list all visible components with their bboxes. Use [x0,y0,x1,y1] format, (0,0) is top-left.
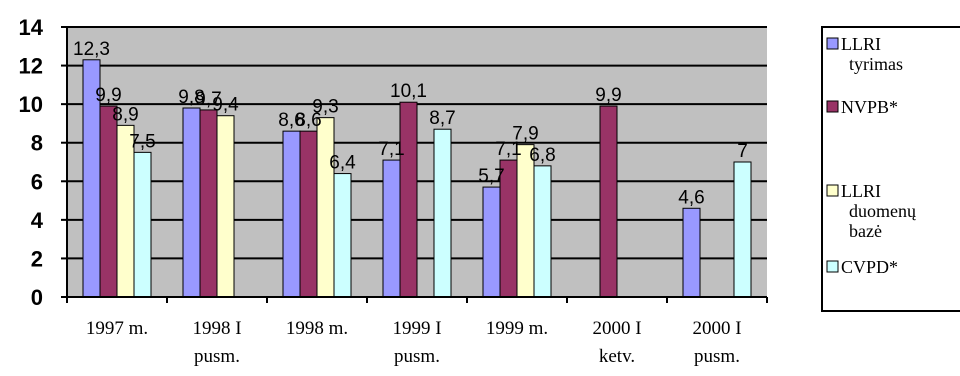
x-tick-label: 2000 I [592,318,641,339]
bar [482,186,501,298]
y-tick-label: 8 [31,131,43,156]
legend-label: duomenų [849,201,917,221]
bar [99,105,118,298]
bar [382,159,401,298]
y-tick-label: 12 [19,54,43,79]
legend-swatch [826,260,839,273]
data-label: 8,6 [295,110,321,131]
x-tick-label: pusm. [194,346,240,367]
data-label: 7,1 [495,139,521,160]
data-label: 4,6 [678,187,704,208]
data-label: 8,9 [112,104,138,125]
x-tick-label: pusm. [694,346,740,367]
data-label: 7 [737,141,748,162]
data-label: 6,4 [329,153,356,174]
data-label: 7,9 [512,124,538,145]
data-label: 9,8 [178,87,204,108]
x-tick-label: 1998 I [192,318,241,339]
x-tick-label: ketv. [599,346,635,367]
legend-label: tyrimas [849,54,903,74]
data-label: 5,7 [478,166,504,187]
data-labels: 12,39,88,67,15,74,69,9 9,78,610,17,19,98,… [73,39,748,209]
bar [433,128,452,298]
legend-box [821,26,960,312]
bar [682,207,701,298]
data-label: 9,9 [595,85,621,106]
y-tick-label: 10 [19,92,43,117]
x-tick-label: 2000 I [692,318,741,339]
legend-label: LLRI [841,181,881,201]
bar [733,161,752,298]
data-label: 10,1 [390,81,427,102]
legend-swatch [826,184,839,197]
data-label: 6,8 [529,145,555,166]
x-tick-labels: 1997 m. 1998 I pusm. 1998 m. 1999 I pusm. 1999… [86,318,742,367]
bar [399,101,418,298]
legend-swatch [826,37,839,50]
data-label: 12,3 [73,39,110,60]
x-tick-label: 1997 m. [86,318,148,339]
x-tick-label: 1998 m. [286,318,348,339]
data-label: 7,1 [378,139,404,160]
bar [533,165,552,298]
bar [599,105,618,298]
legend-label: LLRI [841,34,881,54]
x-tick-label: 1999 I [392,318,441,339]
x-tick-label: pusm. [394,346,440,367]
legend-label: bazė [849,221,882,241]
x-tick-label: 1999 m. [486,318,548,339]
legend-label: NVPB* [841,97,898,117]
data-label: 9,7 [195,89,221,110]
data-label: 8,6 [278,110,304,131]
data-label: 7,5 [129,131,155,152]
data-label: 9,9 [95,85,121,106]
data-label: 8,7 [429,108,455,129]
y-tick-labels: 0 2 4 6 8 10 12 14 [19,15,44,310]
y-tick-label: 14 [19,15,44,40]
bar [199,109,218,298]
data-label: 9,3 [312,97,338,118]
bar [182,107,201,298]
y-tick-label: 0 [31,285,43,310]
data-label: 9,4 [212,95,239,116]
bar [216,115,235,298]
bar [299,130,318,298]
y-tick-label: 6 [31,169,43,194]
bar [516,144,535,298]
legend-swatch [826,100,839,113]
bar [316,117,335,298]
y-tick-label: 2 [31,246,43,271]
bar [333,173,352,298]
legend-label: CVPD* [841,257,898,277]
bar [133,151,152,298]
bar [282,130,301,298]
axes [61,26,768,303]
y-tick-label: 4 [31,208,44,233]
bars [82,59,752,298]
